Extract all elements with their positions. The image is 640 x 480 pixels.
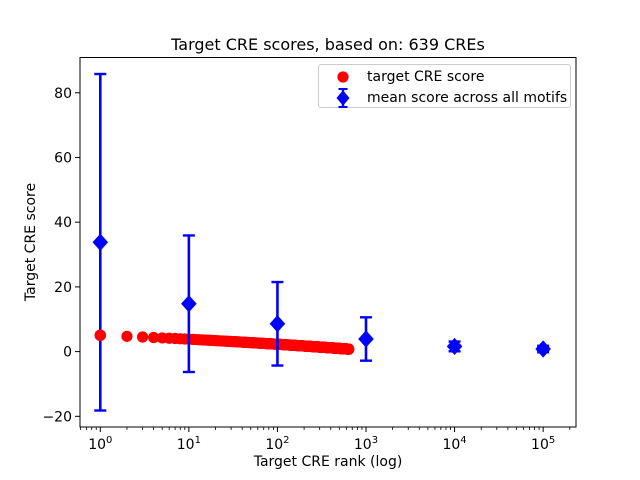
blue-diamond-errorbar-marker-icon (319, 87, 367, 109)
blue-series-mean-scores (92, 72, 551, 412)
svg-text:60: 60 (54, 150, 72, 166)
svg-text:102: 102 (265, 435, 289, 453)
svg-text:−20: −20 (42, 409, 72, 425)
axes-frame (79, 57, 577, 428)
red-series-rank1-dot (94, 329, 107, 342)
chart-title: Target CRE scores, based on: 639 CREs (171, 35, 485, 54)
red-circle-marker-icon (319, 67, 367, 87)
legend-entry-mean: mean score across all motifs (319, 87, 570, 108)
svg-text:40: 40 (54, 215, 72, 231)
svg-text:20: 20 (54, 280, 72, 296)
svg-text:100: 100 (88, 435, 112, 453)
legend-entry-label: target CRE score (367, 68, 485, 85)
legend-entry-label: mean score across all motifs (367, 89, 568, 106)
svg-text:103: 103 (354, 435, 378, 453)
svg-text:105: 105 (531, 435, 555, 453)
x-axis-ticks: 100 101 102 103 104 105 (88, 427, 555, 453)
legend-entry-target: target CRE score (319, 66, 570, 87)
red-series-target-scores (121, 330, 355, 355)
y-axis-ticks: −20 0 20 40 60 80 (42, 86, 80, 425)
plot-background (80, 57, 576, 427)
x-axis-label: Target CRE rank (log) (253, 454, 403, 470)
svg-text:80: 80 (54, 86, 72, 102)
svg-text:0: 0 (63, 345, 72, 361)
svg-text:104: 104 (442, 435, 466, 453)
svg-text:101: 101 (177, 435, 201, 453)
y-axis-label: Target CRE score (23, 182, 39, 302)
legend: target CRE score mean score across all m… (318, 64, 571, 108)
